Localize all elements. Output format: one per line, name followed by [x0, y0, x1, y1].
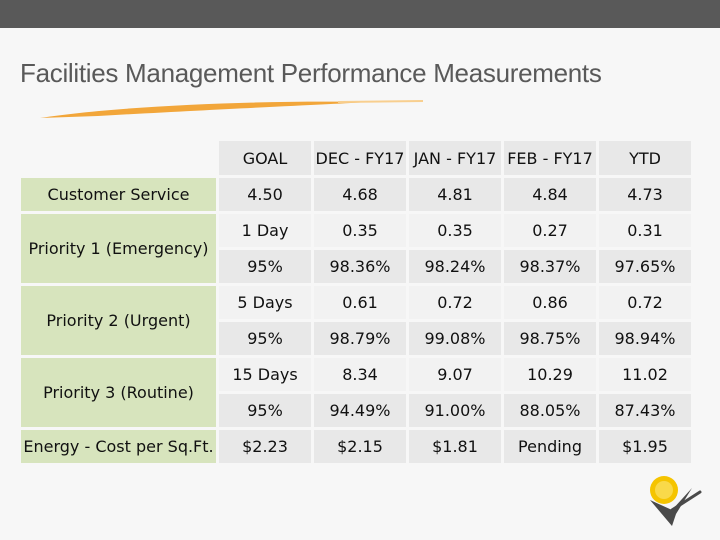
- table-cell: 9.07: [409, 358, 501, 391]
- table-cell: 87.43%: [599, 394, 691, 427]
- column-header-dec-fy17: DEC - FY17: [314, 141, 406, 175]
- table-cell: 0.27: [504, 214, 596, 247]
- table-cell: 11.02: [599, 358, 691, 391]
- table-cell: 0.86: [504, 286, 596, 319]
- table-cell: $2.23: [219, 430, 311, 463]
- table-row: 95% 98.79% 99.08% 98.75% 98.94%: [21, 322, 691, 355]
- table-cell: 8.34: [314, 358, 406, 391]
- table-cell: $1.95: [599, 430, 691, 463]
- table-cell: 4.84: [504, 178, 596, 211]
- table-cell: 0.72: [599, 286, 691, 319]
- table-header-row: GOAL DEC - FY17 JAN - FY17 FEB - FY17 YT…: [21, 141, 691, 175]
- table-cell: 95%: [219, 250, 311, 283]
- table-cell: 97.65%: [599, 250, 691, 283]
- table-cell: 15 Days: [219, 358, 311, 391]
- table-cell: 4.81: [409, 178, 501, 211]
- table-cell: 95%: [219, 394, 311, 427]
- performance-table: GOAL DEC - FY17 JAN - FY17 FEB - FY17 YT…: [18, 138, 694, 466]
- table-cell: 99.08%: [409, 322, 501, 355]
- table-row: 95% 98.36% 98.24% 98.37% 97.65%: [21, 250, 691, 283]
- table-cell: 98.79%: [314, 322, 406, 355]
- table-cell: 0.61: [314, 286, 406, 319]
- table-cell: Pending: [504, 430, 596, 463]
- table-cell: 91.00%: [409, 394, 501, 427]
- column-header-jan-fy17: JAN - FY17: [409, 141, 501, 175]
- table-cell: 94.49%: [314, 394, 406, 427]
- table-cell: 98.94%: [599, 322, 691, 355]
- column-header-goal: GOAL: [219, 141, 311, 175]
- row-label-energy-cost: Energy - Cost per Sq.Ft.: [21, 430, 216, 463]
- column-header-ytd: YTD: [599, 141, 691, 175]
- table-cell: 98.37%: [504, 250, 596, 283]
- table-row: Priority 1 (Emergency) 1 Day 0.35 0.35 0…: [21, 214, 691, 283]
- table-cell: $2.15: [314, 430, 406, 463]
- table-cell: 5 Days: [219, 286, 311, 319]
- table-cell: 0.35: [409, 214, 501, 247]
- table-cell: 98.75%: [504, 322, 596, 355]
- column-header-feb-fy17: FEB - FY17: [504, 141, 596, 175]
- table-cell: 98.24%: [409, 250, 501, 283]
- top-header-bar: [0, 0, 720, 28]
- row-label-priority-2: Priority 2 (Urgent): [21, 286, 216, 355]
- table-cell: 88.05%: [504, 394, 596, 427]
- table-cell: 1 Day: [219, 214, 311, 247]
- table-row: 95% 94.49% 91.00% 88.05% 87.43%: [21, 394, 691, 427]
- table-row: Energy - Cost per Sq.Ft. $2.23 $2.15 $1.…: [21, 430, 691, 463]
- table-cell: 0.35: [314, 214, 406, 247]
- table-row: Customer Service 4.50 4.68 4.81 4.84 4.7…: [21, 178, 691, 211]
- row-label-priority-1: Priority 1 (Emergency): [21, 214, 216, 283]
- table-cell: 4.68: [314, 178, 406, 211]
- row-label-customer-service: Customer Service: [21, 178, 216, 211]
- row-label-priority-3: Priority 3 (Routine): [21, 358, 216, 427]
- table-cell: 95%: [219, 322, 311, 355]
- table-cell: $1.81: [409, 430, 501, 463]
- table-cell: 0.72: [409, 286, 501, 319]
- table-cell: 4.73: [599, 178, 691, 211]
- header-corner: [21, 141, 216, 175]
- table-cell: 0.31: [599, 214, 691, 247]
- table-cell: 10.29: [504, 358, 596, 391]
- table-row: Priority 2 (Urgent) 5 Days 0.61 0.72 0.8…: [21, 286, 691, 355]
- table-cell: 4.50: [219, 178, 311, 211]
- title-accent-underline: [40, 100, 424, 118]
- table-cell: 98.36%: [314, 250, 406, 283]
- sun-bird-logo-icon: [650, 476, 702, 526]
- table-row: Priority 3 (Routine) 15 Days 8.34 9.07 1…: [21, 358, 691, 427]
- page-title: Facilities Management Performance Measur…: [20, 58, 602, 88]
